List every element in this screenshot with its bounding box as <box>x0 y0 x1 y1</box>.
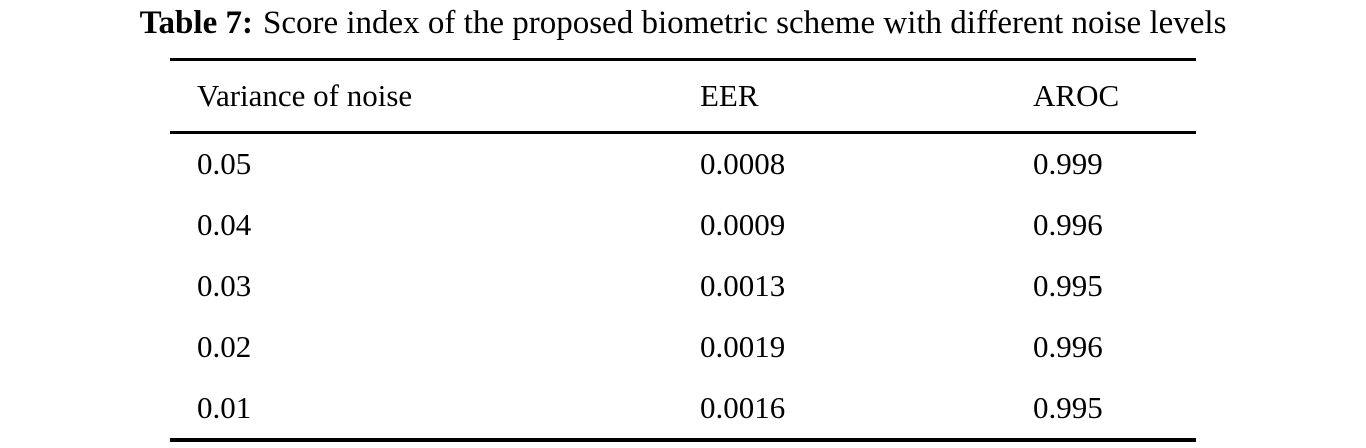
table-row: 0.05 0.0008 0.999 <box>170 134 1196 195</box>
table-top-rule <box>170 58 1196 61</box>
cell-eer: 0.0008 <box>700 146 786 182</box>
cell-aroc: 0.995 <box>1033 389 1103 425</box>
table-row: 0.01 0.0016 0.995 <box>170 377 1196 438</box>
column-header-variance: Variance of noise <box>197 78 413 113</box>
cell-eer: 0.0009 <box>700 207 786 243</box>
column-header-aroc: AROC <box>1033 78 1120 113</box>
cell-eer: 0.0016 <box>700 389 786 425</box>
column-header-eer: EER <box>700 78 759 113</box>
table-row: 0.04 0.0009 0.996 <box>170 195 1196 256</box>
cell-aroc: 0.999 <box>1033 146 1103 182</box>
data-table: Variance of noise EER AROC 0.05 0.0008 0… <box>170 58 1196 442</box>
table-row: 0.03 0.0013 0.995 <box>170 256 1196 317</box>
cell-variance: 0.03 <box>197 267 252 303</box>
cell-variance: 0.02 <box>197 328 252 364</box>
cell-eer: 0.0013 <box>700 267 786 303</box>
table-header-row: Variance of noise EER AROC <box>170 61 1196 131</box>
cell-aroc: 0.996 <box>1033 328 1103 364</box>
table-caption-text: Score index of the proposed biometric sc… <box>262 5 1227 41</box>
table-header-rule <box>170 131 1196 134</box>
cell-variance: 0.04 <box>197 207 252 243</box>
cell-variance: 0.05 <box>197 146 252 182</box>
cell-eer: 0.0019 <box>700 328 786 364</box>
cell-variance: 0.01 <box>197 389 252 425</box>
table-row: 0.02 0.0019 0.996 <box>170 316 1196 377</box>
table-caption-label: Table 7: <box>139 5 253 41</box>
table-bottom-rule <box>170 437 1196 442</box>
table-caption: Table 7: Score index of the proposed biom… <box>0 0 1366 46</box>
cell-aroc: 0.996 <box>1033 207 1103 243</box>
cell-aroc: 0.995 <box>1033 267 1103 303</box>
